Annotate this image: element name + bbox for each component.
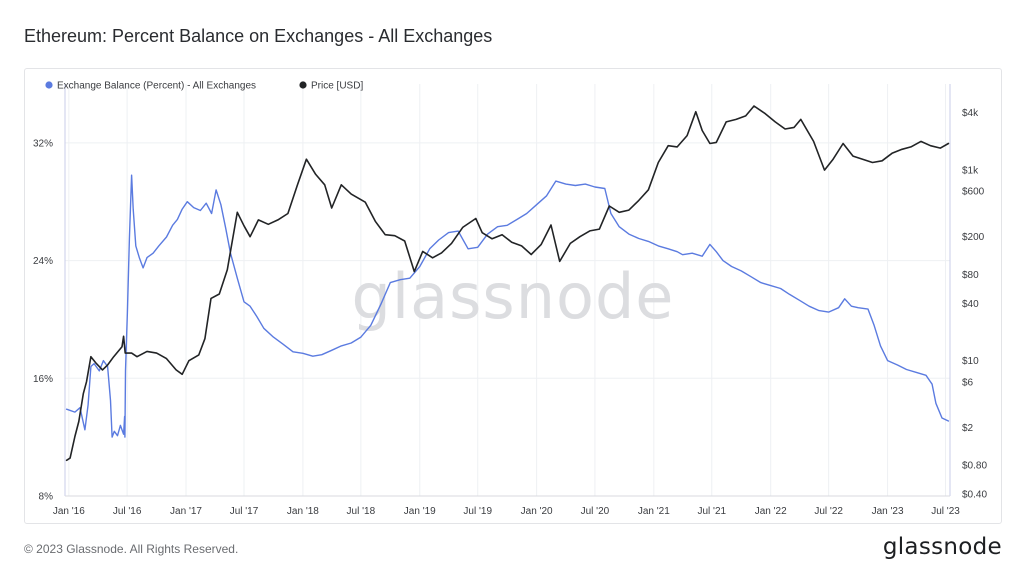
chart-frame: glassnode Jan '16 Jul '16 Jan '17 Jul '17 Ja… [24,68,1002,524]
legend-item-exchange-balance[interactable]: Exchange Balance (Percent) - All Exchang… [45,81,256,92]
legend-dot-price [299,81,307,89]
x-tick-label-jul-18: Jul '18 [347,506,376,517]
x-tick-label-jul-21: Jul '21 [697,506,726,517]
x-tick-label-jan-17: Jan '17 [170,506,202,517]
y-right-tick-label-6: $6 [962,377,974,388]
y-right-tick-label-600: $600 [962,187,985,198]
legend-dot-exchange-balance [45,81,53,89]
y-right-tick-label-2: $2 [962,423,974,434]
x-tick-label-jan-22: Jan '22 [755,506,787,517]
x-tick-label-jan-23: Jan '23 [872,506,904,517]
legend-item-price[interactable]: Price [USD] [299,81,363,92]
series-line-exchange-balance-percent-all-exchanges [65,174,950,438]
series-layer [65,105,950,462]
y-right-tick-label-0-80: $0.80 [962,461,987,472]
x-tick-label-jul-20: Jul '20 [581,506,610,517]
y-right-tick-label-200: $200 [962,232,985,243]
legend-label-price: Price [USD] [311,81,363,92]
y-right-tick-label-10: $10 [962,356,979,367]
x-tick-label-jul-22: Jul '22 [814,506,843,517]
glassnode-logo[interactable]: glassnode [882,534,1002,560]
legend-label-exchange-balance: Exchange Balance (Percent) - All Exchang… [57,81,256,92]
y-right-tick-label-80: $80 [962,270,979,281]
footer-copyright: © 2023 Glassnode. All Rights Reserved. [24,542,239,556]
x-tick-label-jul-16: Jul '16 [113,506,142,517]
y-left-tick-label-16: 16% [33,374,53,385]
y-left-tick-label-32: 32% [33,138,53,149]
y-left-tick-label-24: 24% [33,256,53,267]
y-right-tick-label-1k: $1k [962,166,979,177]
x-tick-label-jan-19: Jan '19 [404,506,436,517]
y-right-tick-label-0-40: $0.40 [962,489,987,500]
x-tick-label-jan-18: Jan '18 [287,506,319,517]
y-left-tick-label-8: 8% [39,492,54,503]
y-right-tick-label-40: $40 [962,299,979,310]
x-tick-label-jul-19: Jul '19 [463,506,492,517]
x-tick-label-jul-17: Jul '17 [230,506,259,517]
x-tick-label-jan-16: Jan '16 [53,506,85,517]
page-title: Ethereum: Percent Balance on Exchanges -… [24,26,493,46]
chart-svg: glassnode Jan '16 Jul '16 Jan '17 Jul '17 Ja… [33,81,987,518]
series-line-price-usd [65,105,950,462]
x-tick-label-jul-23: Jul '23 [931,506,960,517]
y-right-tick-label-4k: $4k [962,108,979,119]
legend: Exchange Balance (Percent) - All Exchang… [45,81,363,92]
watermark: glassnode [352,260,675,333]
axis-labels: Jan '16 Jul '16 Jan '17 Jul '17 Jan '18 Jul '… [33,108,987,517]
x-tick-label-jan-21: Jan '21 [638,506,670,517]
x-tick-label-jan-20: Jan '20 [521,506,553,517]
